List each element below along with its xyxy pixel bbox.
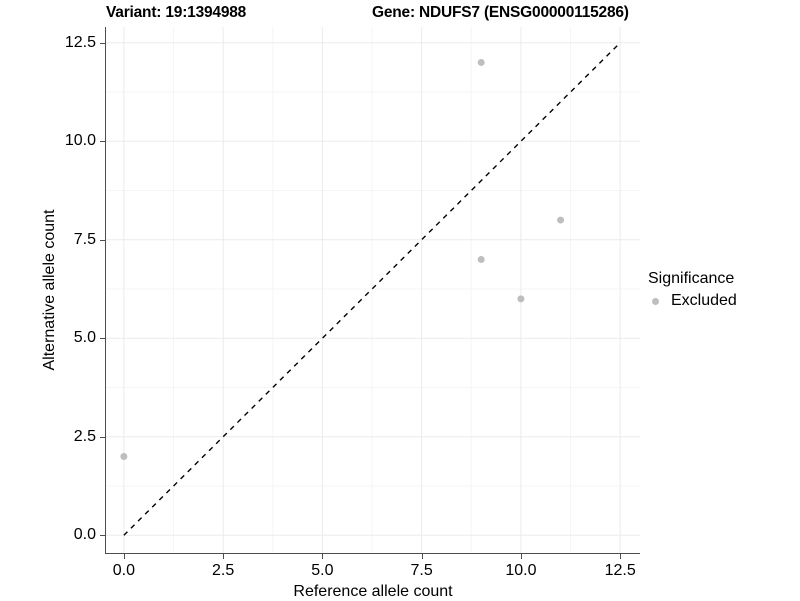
legend: Significance Excluded — [648, 270, 737, 310]
x-tick-label: 2.5 — [211, 562, 235, 579]
y-tick-label: 10.0 — [64, 132, 96, 150]
y-axis-line — [105, 27, 106, 554]
scatter-point — [557, 216, 565, 224]
x-tick-mark — [520, 554, 522, 559]
x-tick-mark — [421, 554, 423, 559]
x-tick-label: 7.5 — [410, 562, 433, 579]
y-tick-mark — [100, 42, 105, 44]
y-tick-label: 5.0 — [73, 329, 96, 347]
variant-title: Variant: 19:1394988 — [106, 4, 247, 21]
plot-panel — [106, 27, 640, 553]
y-tick-mark — [100, 239, 105, 241]
y-axis-title: Alternative allele count — [41, 209, 58, 371]
x-tick-mark — [123, 554, 125, 559]
x-axis-title: Reference allele count — [293, 583, 453, 600]
legend-item-label: Excluded — [671, 292, 737, 309]
y-tick-mark — [100, 436, 105, 438]
legend-item-excluded[interactable]: Excluded — [648, 292, 737, 310]
legend-title: Significance — [648, 270, 735, 287]
circle-marker-icon — [652, 298, 659, 305]
scatter-point — [120, 452, 128, 460]
y-tick-label: 2.5 — [73, 427, 96, 445]
scatter-point — [477, 255, 485, 263]
x-axis-line — [105, 553, 640, 554]
y-tick-mark — [100, 338, 105, 340]
y-tick-mark — [100, 141, 105, 143]
gene-title: Gene: NDUFS7 (ENSG00000115286) — [372, 4, 629, 21]
scatter-data-layer — [120, 42, 621, 536]
x-tick-label: 10.0 — [505, 562, 537, 579]
x-tick-label: 5.0 — [311, 562, 334, 579]
legend-key-swatch — [648, 294, 666, 308]
scatter-point — [517, 295, 525, 303]
grid-lines — [106, 27, 640, 553]
y-tick-mark — [100, 535, 105, 537]
y-tick-label: 12.5 — [64, 33, 96, 51]
x-tick-label: 12.5 — [604, 562, 636, 579]
y-tick-label: 7.5 — [73, 230, 96, 248]
x-tick-mark — [322, 554, 324, 559]
x-tick-mark — [620, 554, 622, 559]
scatter-point — [477, 58, 485, 66]
y-tick-label: 0.0 — [73, 526, 96, 544]
x-tick-label: 0.0 — [112, 562, 135, 579]
x-tick-mark — [223, 554, 225, 559]
